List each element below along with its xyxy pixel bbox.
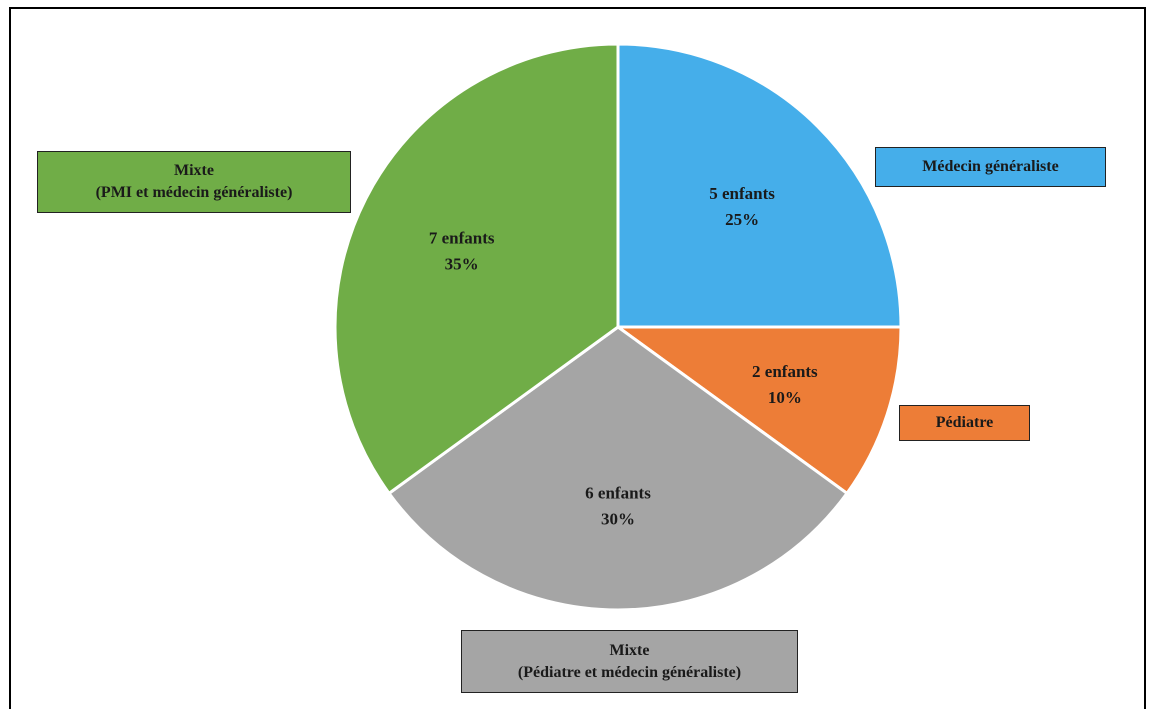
legend-mixte-pediatre-line1: Mixte: [609, 641, 650, 659]
slice-count-label-3: 7 enfants: [429, 228, 495, 247]
slice-percent-label-0: 25%: [725, 210, 759, 229]
slice-percent-label-3: 35%: [445, 254, 479, 273]
chart-frame: [9, 7, 1146, 709]
legend-mixte-pmi-line2: (PMI et médecin généraliste): [95, 184, 293, 201]
slice-count-label-0: 5 enfants: [709, 184, 775, 203]
legend-mixte-pmi-line1: Mixte: [174, 162, 214, 179]
legend-mixte-pediatre-line2: (Pédiatre et médecin généraliste): [517, 663, 742, 681]
legend-pediatre-text: Pédiatre: [935, 414, 994, 431]
pie-slice-3: [333, 42, 620, 496]
legend-mixte-pmi: Mixte (PMI et médecin généraliste): [37, 151, 351, 213]
slice-count-label-2: 6 enfants: [585, 483, 651, 502]
legend-medecin-generaliste: Médecin généraliste: [875, 147, 1106, 187]
pie-slice-1: [613, 325, 903, 496]
slice-percent-label-2: 30%: [601, 509, 635, 528]
legend-pediatre: Pédiatre: [899, 405, 1030, 441]
legend-medecin-generaliste-text: Médecin généraliste: [922, 158, 1059, 175]
slice-percent-label-1: 10%: [768, 388, 802, 407]
pie-slice-0: [616, 42, 903, 329]
slice-count-label-1: 2 enfants: [752, 362, 818, 381]
legend-mixte-pediatre: Mixte (Pédiatre et médecin généraliste): [461, 630, 798, 693]
pie-slice-2: [386, 325, 850, 612]
